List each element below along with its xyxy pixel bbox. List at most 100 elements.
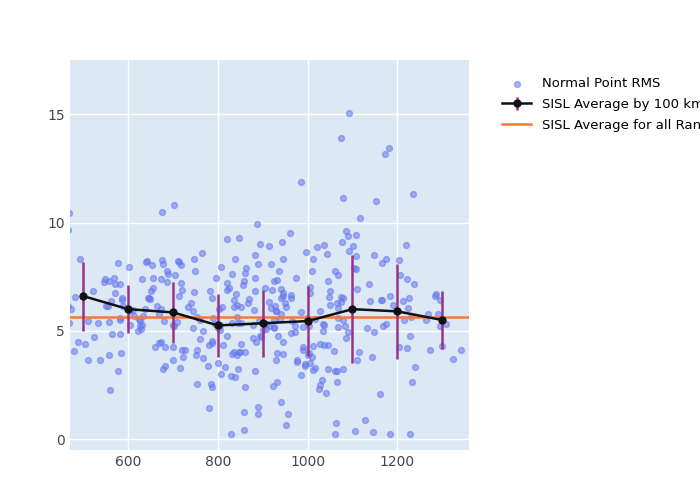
Normal Point RMS (72, 338, 83, 346)
Normal Point RMS (159, 316, 170, 324)
Legend: Normal Point RMS, SISL Average by 100 km with STD, SISL Average for all Ranges: Normal Point RMS, SISL Average by 100 km… (491, 66, 700, 142)
Normal Point RMS (409, 280, 420, 288)
Normal Point RMS (239, 382, 251, 390)
Normal Point RMS (324, 287, 335, 295)
Normal Point RMS (269, 323, 280, 331)
Normal Point RMS (75, 255, 86, 263)
Normal Point RMS (205, 380, 216, 388)
Normal Point RMS (307, 256, 318, 264)
Normal Point RMS (304, 283, 316, 291)
Normal Point RMS (172, 318, 183, 326)
Normal Point RMS (221, 286, 232, 294)
Normal Point RMS (144, 295, 155, 303)
Normal Point RMS (94, 356, 106, 364)
Normal Point RMS (286, 330, 297, 338)
Normal Point RMS (376, 259, 387, 267)
Normal Point RMS (259, 284, 270, 292)
Normal Point RMS (440, 320, 452, 328)
Normal Point RMS (156, 275, 167, 283)
Normal Point RMS (277, 288, 288, 296)
Normal Point RMS (329, 430, 340, 438)
Normal Point RMS (272, 349, 283, 357)
Normal Point RMS (276, 238, 288, 246)
Normal Point RMS (299, 360, 310, 368)
Normal Point RMS (197, 354, 209, 362)
Normal Point RMS (337, 364, 348, 372)
Normal Point RMS (332, 271, 344, 279)
Normal Point RMS (109, 280, 120, 287)
Normal Point RMS (304, 290, 316, 298)
Normal Point RMS (279, 298, 290, 306)
Normal Point RMS (435, 296, 446, 304)
Normal Point RMS (88, 287, 99, 295)
Normal Point RMS (264, 242, 275, 250)
Normal Point RMS (136, 320, 148, 328)
Normal Point RMS (146, 287, 157, 295)
Normal Point RMS (155, 304, 167, 312)
Normal Point RMS (268, 316, 279, 324)
Normal Point RMS (57, 344, 68, 352)
Normal Point RMS (383, 144, 394, 152)
Normal Point RMS (265, 304, 276, 312)
Normal Point RMS (186, 300, 197, 308)
Normal Point RMS (226, 350, 237, 358)
Normal Point RMS (162, 270, 174, 278)
Normal Point RMS (162, 278, 173, 286)
Normal Point RMS (281, 421, 292, 429)
Normal Point RMS (216, 262, 227, 270)
Normal Point RMS (104, 386, 116, 394)
Normal Point RMS (188, 254, 199, 262)
Normal Point RMS (347, 242, 358, 250)
Normal Point RMS (135, 318, 146, 326)
Normal Point RMS (162, 268, 173, 276)
Normal Point RMS (271, 276, 282, 284)
Normal Point RMS (148, 284, 159, 292)
Normal Point RMS (64, 208, 75, 216)
Normal Point RMS (280, 303, 291, 311)
Normal Point RMS (192, 346, 203, 354)
Normal Point RMS (256, 332, 267, 340)
Normal Point RMS (295, 178, 307, 186)
Normal Point RMS (153, 339, 164, 347)
Normal Point RMS (253, 317, 265, 325)
Normal Point RMS (265, 260, 276, 268)
Normal Point RMS (422, 310, 433, 318)
Normal Point RMS (402, 275, 413, 283)
Normal Point RMS (174, 258, 185, 266)
Normal Point RMS (322, 278, 333, 285)
Normal Point RMS (252, 403, 263, 411)
Normal Point RMS (248, 306, 259, 314)
Normal Point RMS (435, 322, 446, 330)
Normal Point RMS (379, 150, 391, 158)
Normal Point RMS (225, 372, 237, 380)
Normal Point RMS (221, 279, 232, 287)
Normal Point RMS (232, 319, 244, 327)
Normal Point RMS (314, 386, 325, 394)
Normal Point RMS (135, 325, 146, 333)
Normal Point RMS (307, 342, 318, 350)
Normal Point RMS (290, 274, 302, 282)
Normal Point RMS (88, 333, 99, 341)
Normal Point RMS (402, 344, 413, 352)
Normal Point RMS (377, 322, 388, 330)
Normal Point RMS (363, 280, 374, 288)
Normal Point RMS (402, 304, 414, 312)
Normal Point RMS (405, 313, 416, 321)
Normal Point RMS (196, 250, 207, 258)
Normal Point RMS (323, 341, 334, 349)
Normal Point RMS (114, 280, 125, 288)
Normal Point RMS (125, 308, 136, 316)
Normal Point RMS (286, 294, 297, 302)
Normal Point RMS (128, 312, 139, 320)
Normal Point RMS (349, 427, 360, 435)
Normal Point RMS (98, 278, 109, 286)
Normal Point RMS (354, 348, 365, 356)
Normal Point RMS (270, 307, 281, 315)
Normal Point RMS (133, 316, 144, 324)
Normal Point RMS (285, 228, 296, 236)
Normal Point RMS (421, 316, 432, 324)
Normal Point RMS (397, 297, 408, 305)
Normal Point RMS (62, 226, 74, 234)
Normal Point RMS (252, 410, 263, 418)
Normal Point RMS (231, 290, 242, 298)
